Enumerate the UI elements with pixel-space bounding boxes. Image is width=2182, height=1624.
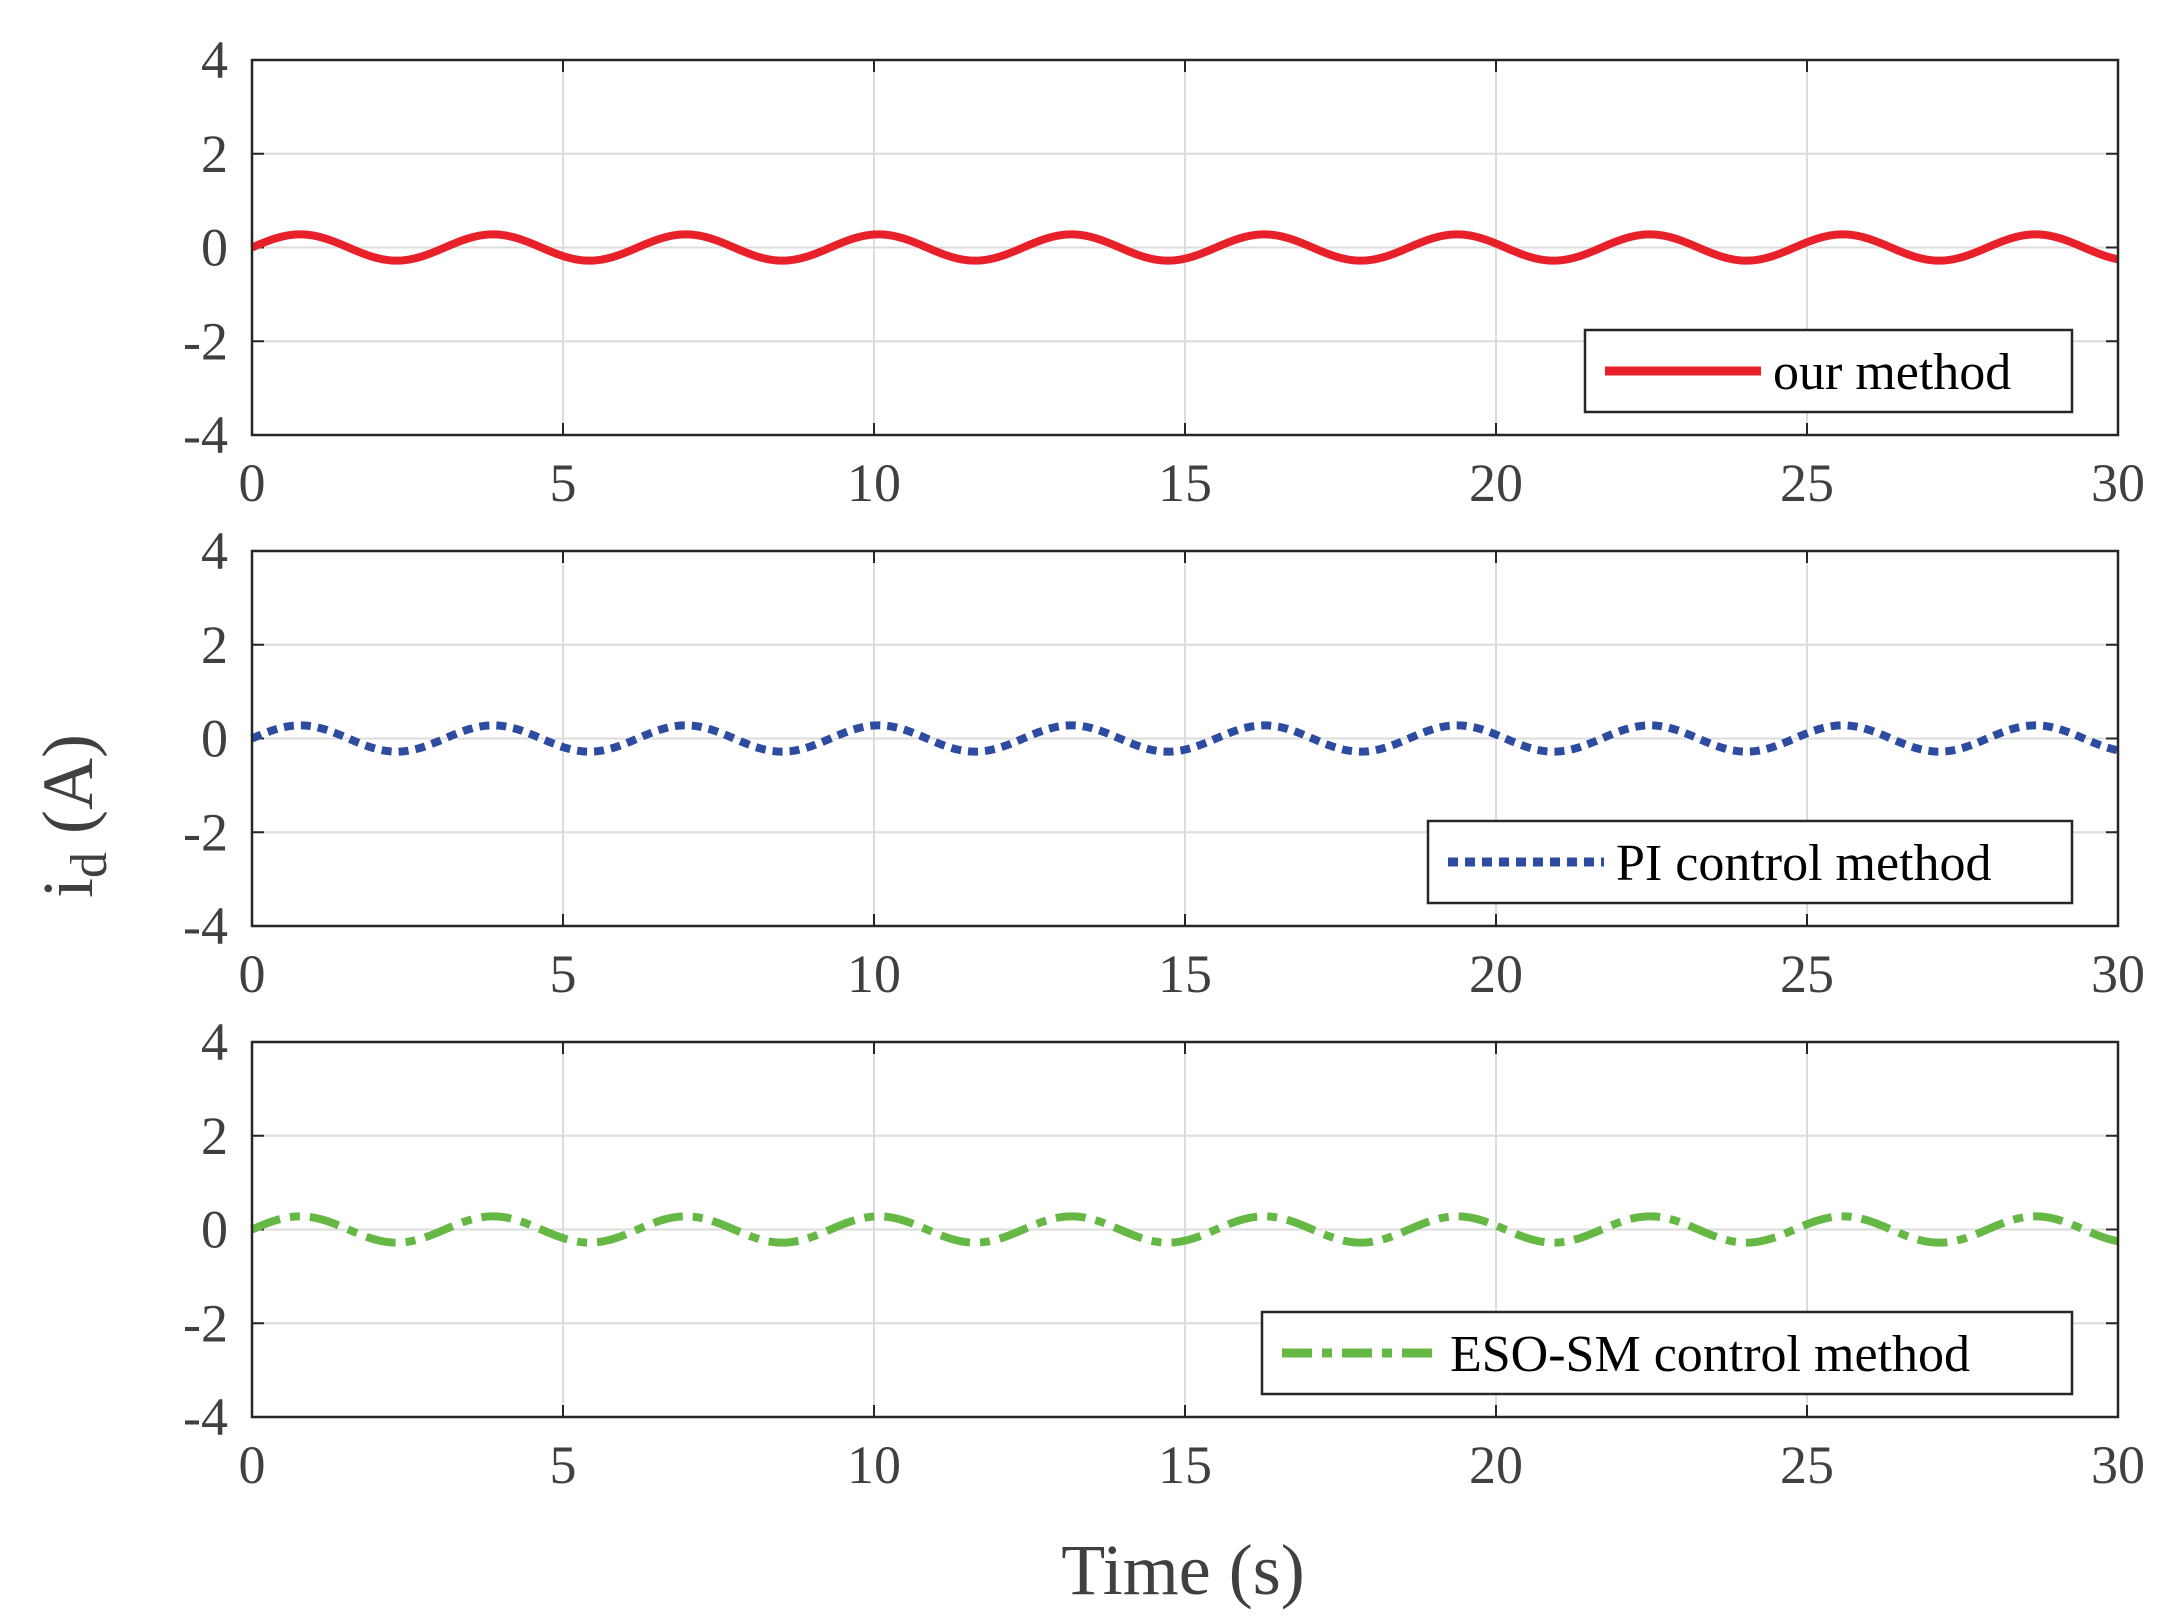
y-tick-label: 2 (201, 615, 228, 675)
axes-box (250, 549, 2120, 928)
y-tick-label: 4 (201, 1012, 228, 1072)
legend: our method (1583, 328, 2074, 414)
x-tick-label: 25 (1780, 944, 1834, 1004)
series-line-3 (250, 1212, 2119, 1247)
y-tick-label: 0 (201, 1200, 228, 1260)
x-tick-label: 30 (2091, 1435, 2145, 1495)
y-axis-title: id (A) (28, 734, 118, 898)
x-tick-label: 20 (1469, 453, 1523, 513)
x-tick-label: 5 (550, 453, 577, 513)
y-axis-title-symbol: i (28, 878, 108, 898)
x-tick-label: 0 (239, 453, 266, 513)
legend-box (1260, 1310, 2074, 1396)
y-tick-label: 2 (201, 1106, 228, 1166)
x-tick-label: 15 (1158, 944, 1212, 1004)
x-tick-label: 5 (550, 1435, 577, 1495)
y-tick-label: -2 (183, 802, 228, 862)
y-tick-label: -2 (183, 1293, 228, 1353)
legend-label: ESO-SM control method (1450, 1326, 1970, 1383)
y-tick-label: -4 (183, 896, 228, 956)
y-axis-title-subscript: d (61, 852, 118, 878)
x-tick-label: 20 (1469, 944, 1523, 1004)
y-axis-title-unit: (A) (28, 734, 108, 852)
x-tick-label: 10 (847, 1435, 901, 1495)
x-tick-label: 5 (550, 944, 577, 1004)
y-tick-label: 0 (201, 218, 228, 278)
axes-box (250, 58, 2120, 437)
x-tick-label: 0 (239, 944, 266, 1004)
x-tick-label: 30 (2091, 453, 2145, 513)
x-axis-title: Time (s) (1061, 1530, 1304, 1610)
y-tick-label: 4 (201, 30, 228, 90)
y-tick-label: 2 (201, 124, 228, 184)
y-tick-label: -4 (183, 405, 228, 465)
x-tick-label: 0 (239, 1435, 266, 1495)
y-tick-label: -4 (183, 1387, 228, 1447)
legend-label: PI control method (1616, 835, 1992, 892)
series-line-1 (250, 230, 2119, 265)
y-tick-label: 0 (201, 709, 228, 769)
y-tick-label: 4 (201, 521, 228, 581)
y-tick-label: -2 (183, 311, 228, 371)
axes-box (250, 1040, 2120, 1419)
x-tick-label: 25 (1780, 1435, 1834, 1495)
series-line-2 (250, 721, 2119, 756)
x-tick-label: 10 (847, 453, 901, 513)
legend-label: our method (1773, 344, 2011, 401)
x-tick-label: 25 (1780, 453, 1834, 513)
x-tick-label: 15 (1158, 1435, 1212, 1495)
legend: ESO-SM control method (1260, 1310, 2074, 1396)
x-tick-label: 20 (1469, 1435, 1523, 1495)
x-tick-label: 10 (847, 944, 901, 1004)
x-tick-label: 15 (1158, 453, 1212, 513)
legend: PI control method (1426, 819, 2074, 905)
x-tick-label: 30 (2091, 944, 2145, 1004)
